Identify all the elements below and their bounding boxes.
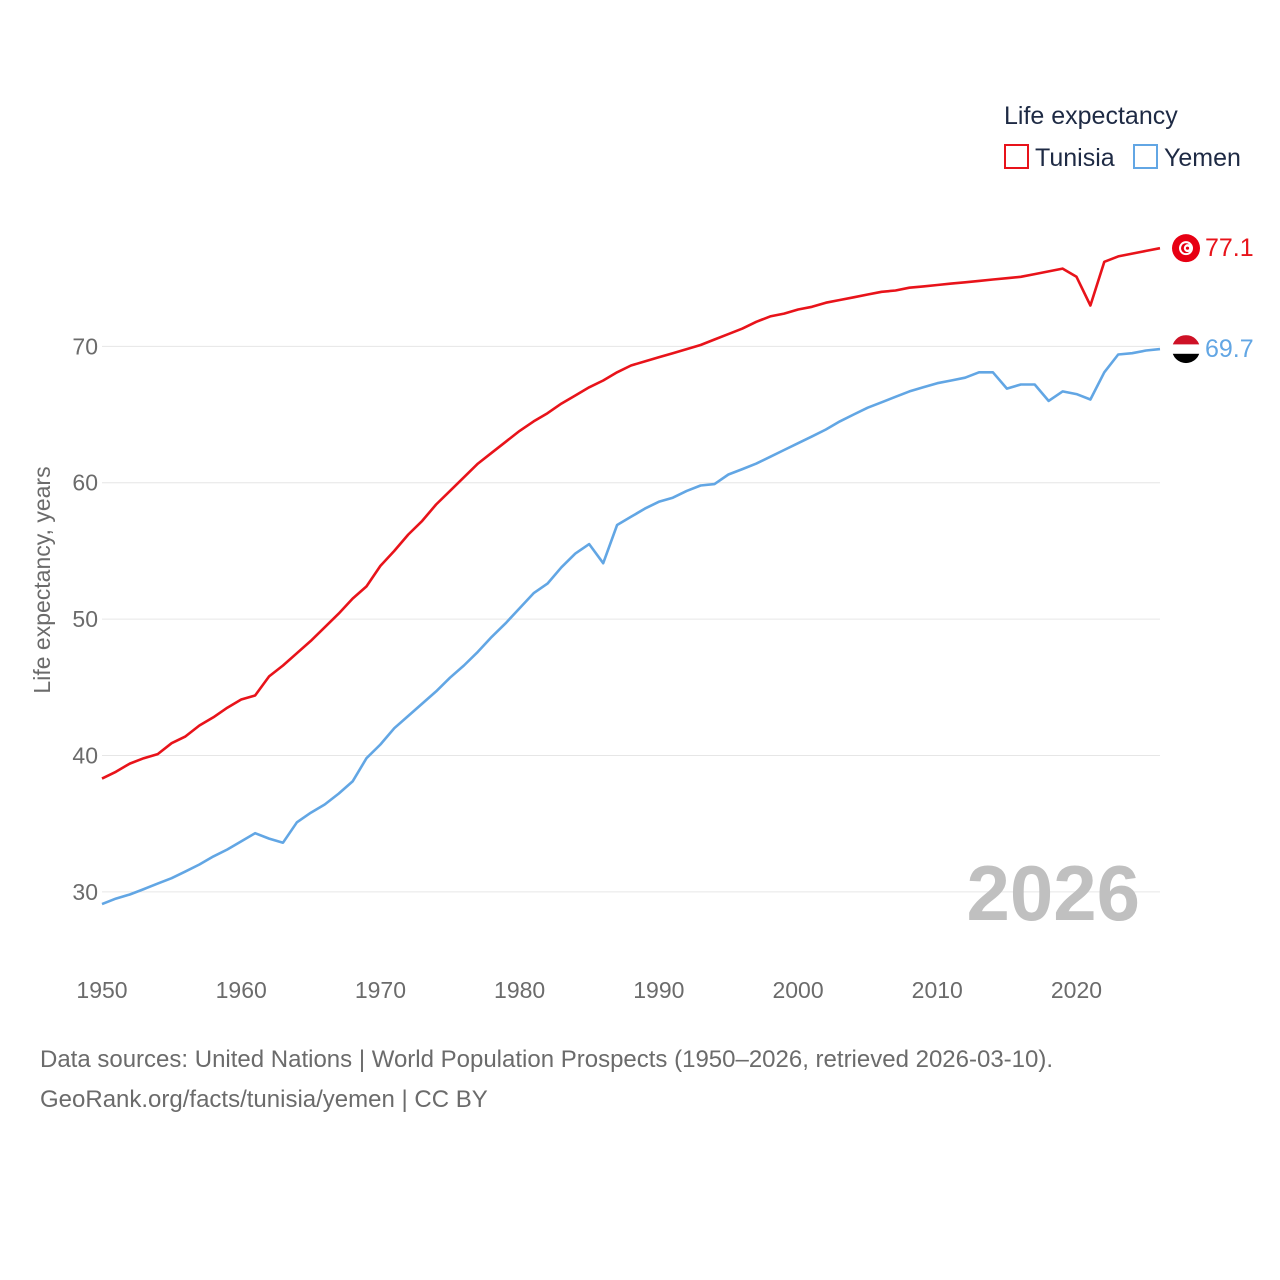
legend-label-tunisia: Tunisia [1035, 144, 1115, 172]
legend-label-yemen: Yemen [1164, 144, 1241, 172]
x-tick-label: 1960 [216, 977, 267, 1003]
series-end-markers: 77.1 69.7 [1172, 234, 1254, 364]
legend-item-tunisia[interactable]: Tunisia [1004, 144, 1115, 172]
x-axis-ticks: 1950 1960 1970 1980 1990 2000 2010 2020 [76, 977, 1102, 1003]
series-line-yemen [101, 347, 1161, 906]
gridlines [102, 345, 1160, 893]
legend: Life expectancy Tunisia Yemen [1004, 102, 1241, 172]
tunisia-flag-icon [1172, 234, 1200, 263]
y-tick-label: 60 [72, 470, 98, 496]
x-tick-label: 1980 [494, 977, 545, 1003]
current-year-watermark: 2026 [966, 849, 1140, 937]
y-axis-ticks: 30 40 50 60 70 [72, 333, 98, 904]
x-tick-label: 2010 [912, 977, 963, 1003]
legend-title: Life expectancy [1004, 102, 1178, 130]
end-value-label-yemen: 69.7 [1205, 335, 1254, 363]
y-tick-label: 70 [72, 333, 98, 359]
x-tick-label: 2020 [1051, 977, 1102, 1003]
x-tick-label: 1990 [633, 977, 684, 1003]
end-value-label-tunisia: 77.1 [1205, 234, 1254, 262]
yemen-flag-icon [1172, 335, 1200, 364]
y-tick-label: 40 [72, 742, 98, 768]
series-lines [101, 246, 1161, 906]
y-axis-title: Life expectancy, years [29, 466, 55, 693]
x-tick-label: 1970 [355, 977, 406, 1003]
legend-swatch-tunisia [1004, 144, 1029, 169]
legend-swatch-yemen [1133, 144, 1158, 169]
series-line-tunisia [101, 246, 1161, 780]
legend-item-yemen[interactable]: Yemen [1133, 144, 1241, 172]
x-tick-label: 1950 [76, 977, 127, 1003]
source-line-2: GeoRank.org/facts/tunisia/yemen | CC BY [40, 1086, 488, 1113]
source-line-1: Data sources: United Nations | World Pop… [40, 1046, 1054, 1073]
data-source-note: Data sources: United Nations | World Pop… [40, 1040, 1053, 1120]
y-tick-label: 50 [72, 606, 98, 632]
y-tick-label: 30 [72, 879, 98, 905]
x-tick-label: 2000 [772, 977, 823, 1003]
